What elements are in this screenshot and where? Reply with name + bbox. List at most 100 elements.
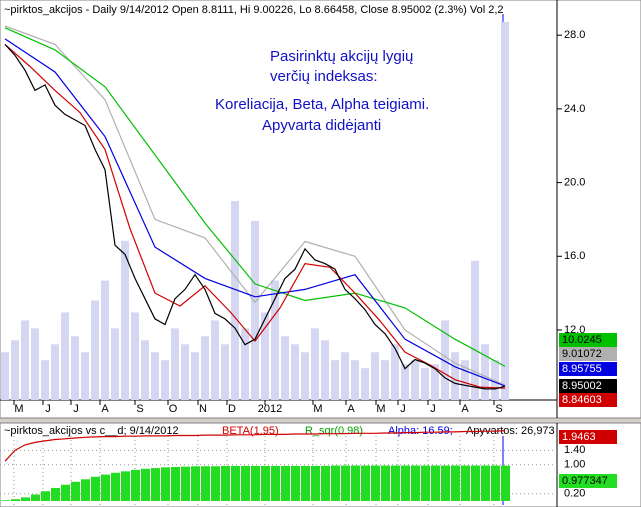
volume-bar bbox=[41, 360, 49, 400]
rsqr-bar bbox=[301, 465, 310, 501]
rsqr-bar bbox=[131, 469, 140, 501]
volume-bar bbox=[141, 340, 149, 400]
annotation: verčių indeksas: bbox=[270, 68, 378, 85]
rsqr-bar bbox=[391, 465, 400, 501]
rsqr-bar bbox=[121, 471, 130, 501]
value-box bbox=[559, 362, 617, 376]
volume-bar bbox=[241, 328, 249, 400]
volume-bar bbox=[91, 300, 99, 400]
rsqr-bar bbox=[181, 466, 190, 501]
volume-bar bbox=[101, 280, 109, 400]
volume-bar bbox=[71, 336, 79, 400]
lower-title: R_sqr(0.98) bbox=[305, 425, 363, 437]
volume-bar bbox=[221, 344, 229, 400]
y-tick-label: 20.0 bbox=[564, 176, 585, 188]
rsqr-bar bbox=[351, 465, 360, 501]
lower-title: Alpha: 16.59; bbox=[388, 425, 453, 437]
rsqr-bar bbox=[421, 465, 430, 501]
rsqr-bar bbox=[431, 465, 440, 501]
price-line bbox=[4, 38, 506, 387]
volume-bar bbox=[11, 340, 19, 400]
volume-bar bbox=[271, 280, 279, 400]
x-tick-label: S bbox=[495, 403, 502, 415]
rsqr-bar bbox=[31, 494, 40, 501]
volume-bar bbox=[1, 352, 9, 400]
x-tick-label: J bbox=[45, 403, 51, 415]
rsqr-bar bbox=[321, 465, 330, 501]
price-line bbox=[4, 43, 506, 389]
volume-bar bbox=[461, 360, 469, 400]
x-tick-label: A bbox=[461, 403, 469, 415]
volume-bar bbox=[351, 360, 359, 400]
x-tick-label: N bbox=[199, 403, 207, 415]
y-tick-label: 24.0 bbox=[564, 103, 585, 115]
rsqr-bar bbox=[21, 497, 30, 501]
rsqr-bar bbox=[251, 465, 260, 501]
volume-bar bbox=[171, 328, 179, 400]
volume-bar bbox=[51, 344, 59, 400]
rsqr-bar bbox=[101, 474, 110, 501]
volume-bar bbox=[21, 320, 29, 400]
value-box-label: 9.01072 bbox=[562, 348, 602, 360]
volume-bar bbox=[331, 360, 339, 400]
value-box-label: 8.84603 bbox=[562, 394, 602, 406]
rsqr-bar bbox=[51, 487, 60, 501]
volume-bar bbox=[131, 312, 139, 400]
y-tick-label: 16.0 bbox=[564, 250, 585, 262]
rsqr-bar bbox=[11, 499, 20, 501]
value-box bbox=[559, 393, 617, 407]
y-tick-label: 12.0 bbox=[564, 324, 585, 336]
rsqr-bar bbox=[91, 476, 100, 501]
x-tick-label: S bbox=[136, 403, 143, 415]
lower-title: Apyvartos: 26,973 bbox=[466, 425, 555, 437]
y-tick-label: 1.00 bbox=[564, 459, 585, 471]
volume-bar bbox=[211, 320, 219, 400]
rsqr-bar bbox=[461, 465, 470, 501]
chart-title: ~pirktos_akcijos - Daily 9/14/2012 Open … bbox=[4, 4, 504, 16]
volume-bar bbox=[121, 240, 129, 400]
volume-bar bbox=[401, 364, 409, 400]
rsqr-bar bbox=[221, 465, 230, 501]
volume-bar bbox=[61, 312, 69, 400]
rsqr-bar bbox=[71, 481, 80, 501]
volume-bar bbox=[301, 352, 309, 400]
rsqr-bar bbox=[111, 472, 120, 501]
value-box bbox=[559, 333, 617, 347]
rsqr-bar bbox=[171, 466, 180, 501]
volume-bar bbox=[311, 328, 319, 400]
volume-bar bbox=[81, 352, 89, 400]
rsqr-bar bbox=[41, 491, 50, 501]
rsqr-bar bbox=[441, 465, 450, 501]
rsqr-bar bbox=[261, 465, 270, 501]
x-tick-label: O bbox=[169, 403, 178, 415]
x-tick-label: J bbox=[73, 403, 79, 415]
volume-bar bbox=[261, 312, 269, 400]
volume-bar bbox=[361, 368, 369, 400]
annotation: Pasirinktų akcijų lygių bbox=[270, 48, 413, 65]
rsqr-bar bbox=[151, 468, 160, 501]
rsqr-bar bbox=[201, 466, 210, 501]
y-tick-label: 28.0 bbox=[564, 29, 585, 41]
value-box bbox=[559, 379, 617, 393]
rsqr-bar bbox=[81, 479, 90, 501]
rsqr-bar bbox=[411, 465, 420, 501]
rsqr-bar bbox=[491, 465, 500, 501]
rsqr-bar bbox=[141, 468, 150, 501]
volume-bar bbox=[481, 344, 489, 400]
rsqr-bar bbox=[341, 465, 350, 501]
volume-bar bbox=[321, 340, 329, 400]
lower-title: ~pirktos_akcijos vs c__d; 9/14/2012 bbox=[4, 425, 179, 437]
rsqr-bar bbox=[371, 465, 380, 501]
volume-bar bbox=[471, 260, 479, 400]
beta-line bbox=[4, 430, 506, 462]
x-tick-label: D bbox=[228, 403, 236, 415]
rsqr-bar bbox=[451, 465, 460, 501]
volume-bar bbox=[371, 352, 379, 400]
volume-bar bbox=[381, 360, 389, 400]
volume-bar bbox=[441, 320, 449, 400]
x-tick-label: M bbox=[14, 403, 23, 415]
volume-bar bbox=[231, 201, 239, 400]
value-box-label: 10.0245 bbox=[562, 334, 602, 346]
volume-bar bbox=[191, 352, 199, 400]
rsqr-bar bbox=[331, 465, 340, 501]
